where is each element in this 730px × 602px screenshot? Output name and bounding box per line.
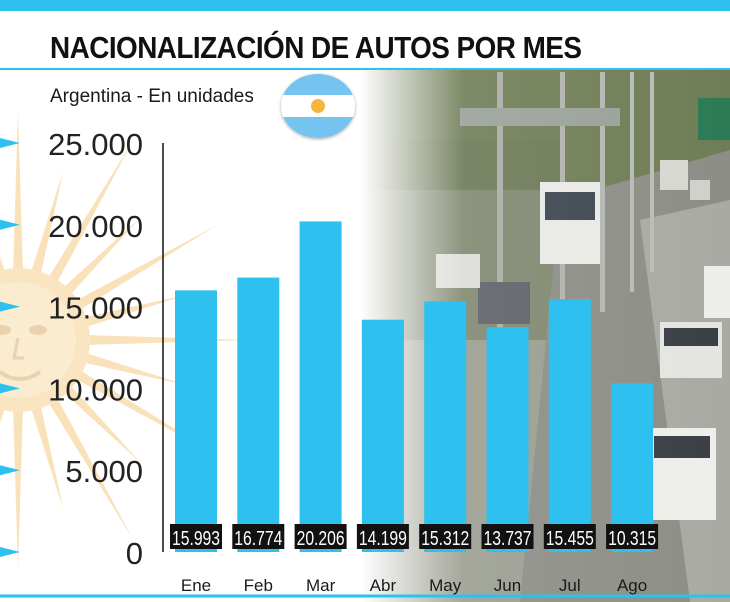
x-tick-label: May (429, 576, 462, 595)
value-label: 16.774 (234, 528, 282, 550)
value-labels: 15.993 16.774 20.206 14.199 15.312 13.737 15.4… (170, 524, 659, 550)
value-label-bg (606, 524, 659, 549)
y-axis: 0 5.000 10.000 15.000 20.000 25.000 (0, 127, 143, 571)
bar-feb (237, 277, 280, 552)
x-tick-label: Ago (617, 576, 647, 595)
y-tick-label: 5.000 (65, 454, 143, 489)
value-label: 15.312 (421, 528, 469, 550)
title-rule (0, 68, 730, 70)
y-tick-label: 10.000 (48, 372, 143, 407)
x-tick-label: Ene (181, 576, 211, 595)
title-band (0, 11, 730, 70)
sun-ray (0, 256, 5, 273)
value-label: 10.315 (608, 528, 656, 550)
sun-ray (48, 140, 134, 282)
y-tick-marker (0, 465, 20, 476)
road-photo-background (360, 70, 730, 602)
sun-ray (48, 398, 134, 540)
page-title: NACIONALIZACIÓN DE AUTOS POR MES (50, 30, 582, 65)
sun-ray (63, 216, 142, 295)
x-tick-label: Abr (370, 576, 397, 595)
bar-ago (611, 383, 654, 552)
value-label: 15.455 (546, 528, 594, 550)
x-tick-label: Jul (559, 576, 581, 595)
bar-mar (299, 221, 342, 552)
bar-abr (361, 319, 404, 552)
top-accent-bar (0, 0, 730, 11)
y-tick-label: 20.000 (48, 209, 143, 244)
sun-ray (13, 409, 23, 570)
argentina-flag-icon (281, 74, 355, 138)
sun-of-may-decoration (0, 110, 248, 570)
x-tick-label: Feb (244, 576, 273, 595)
value-label: 20.206 (297, 528, 345, 550)
bar-may (424, 301, 467, 552)
bars (175, 221, 654, 552)
x-axis: Ene Feb Mar Abr May Jun Jul Ago (181, 576, 647, 595)
y-tick-marker (0, 383, 20, 394)
y-tick-label: 15.000 (48, 291, 143, 326)
sun-ray (87, 335, 248, 345)
y-tick-marker (0, 219, 20, 230)
value-label-bg (170, 524, 222, 549)
bar-ene (175, 290, 217, 552)
value-label: 13.737 (484, 528, 532, 550)
y-tick-marker (0, 138, 20, 148)
y-tick-marker (0, 301, 20, 312)
value-label-bg (356, 524, 409, 549)
bar-jun (486, 327, 529, 552)
sun-ray (63, 385, 142, 464)
value-label-bg (232, 524, 285, 549)
y-tick-marker (0, 547, 20, 557)
sun-ray (76, 225, 218, 310)
x-tick-label: Jun (494, 576, 521, 595)
x-tick-label: Mar (306, 576, 336, 595)
sun-ray (13, 110, 23, 271)
value-label-bg (419, 524, 472, 549)
sun-ray (84, 353, 187, 386)
value-label-bg (294, 524, 347, 549)
sun-ray (31, 406, 64, 509)
sun-ray (0, 407, 5, 424)
y-tick-label: 25.000 (48, 127, 143, 162)
value-label-bg (481, 524, 534, 549)
sun-ray (31, 171, 64, 274)
bar-jul (548, 299, 591, 552)
chart-subtitle: Argentina - En unidades (50, 86, 254, 107)
value-label: 14.199 (359, 528, 407, 550)
value-label: 15.993 (172, 528, 220, 550)
value-label-bg (543, 524, 596, 549)
sun-ray (84, 294, 187, 327)
y-tick-label: 0 (126, 536, 143, 571)
